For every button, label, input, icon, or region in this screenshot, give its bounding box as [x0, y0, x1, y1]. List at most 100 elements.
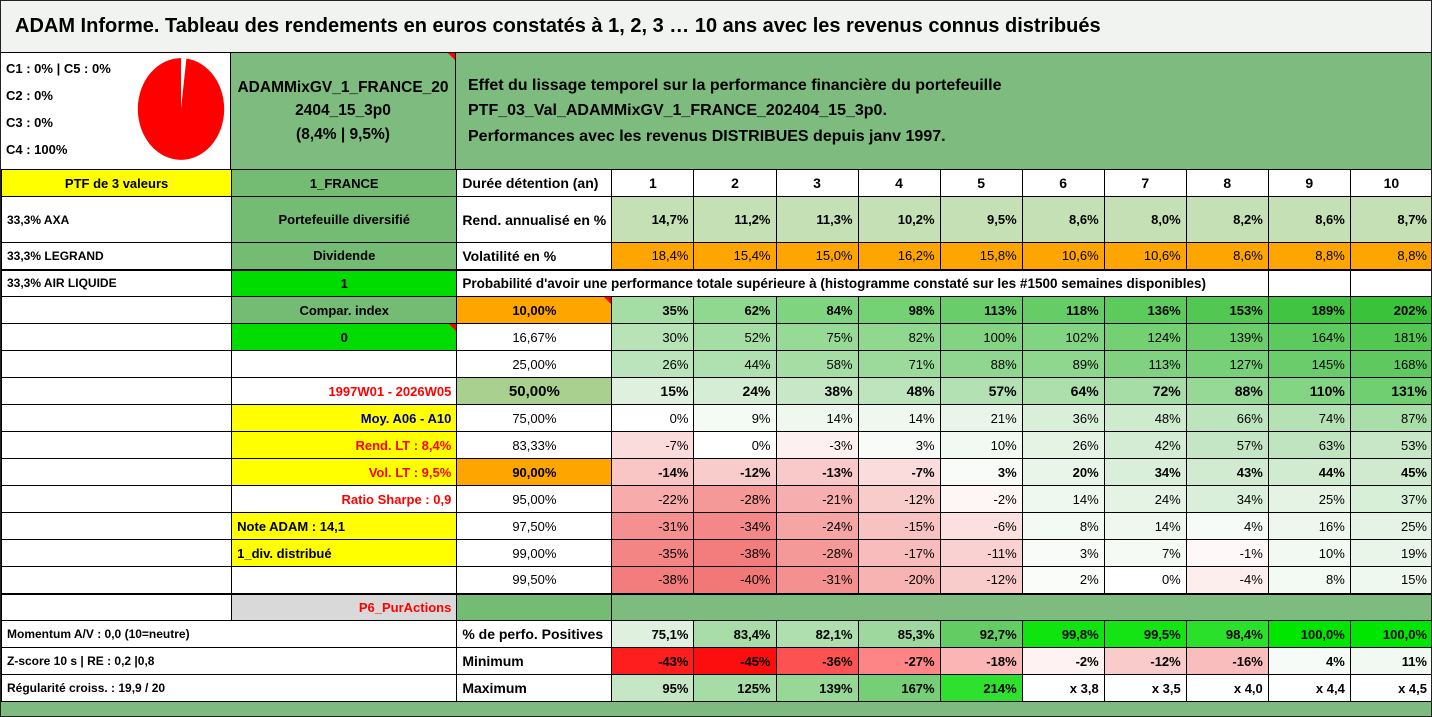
value-cell[interactable]: 8,2%	[1185, 196, 1269, 243]
value-cell[interactable]: 71%	[857, 350, 941, 378]
value-cell[interactable]: 57%	[1185, 431, 1269, 459]
value-cell[interactable]: 189%	[1267, 296, 1351, 324]
value-cell[interactable]: 18,4%	[611, 242, 695, 271]
value-cell[interactable]: -2%	[1021, 647, 1105, 675]
value-cell[interactable]: 48%	[857, 377, 941, 405]
value-cell[interactable]: 11,2%	[693, 196, 777, 243]
label-cell[interactable]: 1997W01 - 2026W05	[231, 377, 458, 405]
value-cell[interactable]: -16%	[1185, 647, 1269, 675]
value-cell[interactable]: 139%	[775, 674, 859, 702]
value-cell[interactable]: -24%	[775, 512, 859, 540]
value-cell[interactable]: 20%	[1021, 458, 1105, 486]
value-cell[interactable]: 153%	[1185, 296, 1269, 324]
value-cell[interactable]: 100,0%	[1349, 620, 1431, 648]
value-cell[interactable]: 125%	[693, 674, 777, 702]
value-cell[interactable]: 82%	[857, 323, 941, 351]
value-cell[interactable]: -7%	[611, 431, 695, 459]
value-cell[interactable]: 15%	[1349, 566, 1431, 595]
value-cell[interactable]: -40%	[693, 566, 777, 595]
value-cell[interactable]: -1%	[1185, 539, 1269, 567]
value-cell[interactable]: -31%	[775, 566, 859, 595]
label-cell[interactable]: 95%	[611, 674, 695, 702]
value-cell[interactable]: 83,4%	[693, 620, 777, 648]
label-cell[interactable]: Volatilité en %	[456, 242, 613, 271]
header-cell[interactable]: 8	[1185, 169, 1269, 197]
value-cell[interactable]	[1349, 269, 1431, 297]
header-cell[interactable]: 1_FRANCE	[231, 169, 458, 197]
value-cell[interactable]: 14%	[1103, 512, 1187, 540]
header-cell[interactable]: PTF de 3 valeurs	[1, 169, 233, 197]
value-cell[interactable]: -6%	[939, 512, 1023, 540]
label-cell[interactable]	[1, 485, 233, 513]
header-cell[interactable]: 7	[1103, 169, 1187, 197]
label-cell[interactable]: Momentum A/V : 0,0 (10=neutre)	[1, 620, 458, 648]
value-cell[interactable]: 131%	[1349, 377, 1431, 405]
value-cell[interactable]: 0%	[611, 404, 695, 432]
label-cell[interactable]	[1, 431, 233, 459]
label-cell[interactable]: 99,50%	[456, 566, 613, 595]
value-cell[interactable]: 52%	[693, 323, 777, 351]
value-cell[interactable]: 62%	[693, 296, 777, 324]
value-cell[interactable]: x 3,5	[1103, 674, 1187, 702]
value-cell[interactable]	[1267, 269, 1351, 297]
value-cell[interactable]: -36%	[775, 647, 859, 675]
value-cell[interactable]: 127%	[1185, 350, 1269, 378]
value-cell[interactable]: -2%	[939, 485, 1023, 513]
label-cell[interactable]: 99,00%	[456, 539, 613, 567]
value-cell[interactable]: 8,7%	[1349, 196, 1431, 243]
value-cell[interactable]: -35%	[611, 539, 695, 567]
label-cell[interactable]	[1, 296, 233, 324]
label-cell[interactable]: Note ADAM : 14,1	[231, 512, 458, 540]
label-cell[interactable]	[231, 566, 458, 595]
header-cell[interactable]: 5	[939, 169, 1023, 197]
value-cell[interactable]: 14%	[775, 404, 859, 432]
value-cell[interactable]: 99,8%	[1021, 620, 1105, 648]
value-cell[interactable]: 35%	[611, 296, 695, 324]
value-cell[interactable]: 8,6%	[1021, 196, 1105, 243]
value-cell[interactable]: 3%	[857, 431, 941, 459]
label-cell[interactable]	[1, 566, 233, 595]
value-cell[interactable]: -31%	[611, 512, 695, 540]
header-cell[interactable]: Durée détention (an)	[456, 169, 613, 197]
label-cell[interactable]: 25,00%	[456, 350, 613, 378]
value-cell[interactable]: 4%	[1267, 647, 1351, 675]
label-cell[interactable]: Vol. LT : 9,5%	[231, 458, 458, 486]
label-cell[interactable]: 83,33%	[456, 431, 613, 459]
value-cell[interactable]: 8,8%	[1349, 242, 1431, 271]
value-cell[interactable]: 10%	[1267, 539, 1351, 567]
label-cell[interactable]: 1	[231, 269, 458, 297]
value-cell[interactable]: 37%	[1349, 485, 1431, 513]
value-cell[interactable]: 57%	[939, 377, 1023, 405]
value-cell[interactable]: -38%	[693, 539, 777, 567]
value-cell[interactable]: 64%	[1021, 377, 1105, 405]
value-cell[interactable]: 11%	[1349, 647, 1431, 675]
value-cell[interactable]: 8%	[1267, 566, 1351, 595]
value-cell[interactable]: 19%	[1349, 539, 1431, 567]
value-cell[interactable]: 14,7%	[611, 196, 695, 243]
label-cell[interactable]: 33,3% AIR LIQUIDE	[1, 269, 233, 297]
label-cell[interactable]: Probabilité d'avoir une performance tota…	[456, 269, 1269, 297]
value-cell[interactable]: -20%	[857, 566, 941, 595]
value-cell[interactable]: 136%	[1103, 296, 1187, 324]
value-cell[interactable]: 43%	[1185, 458, 1269, 486]
label-cell[interactable]: 0	[231, 323, 458, 351]
value-cell[interactable]: -27%	[857, 647, 941, 675]
value-cell[interactable]: x 4,0	[1185, 674, 1269, 702]
value-cell[interactable]: -7%	[857, 458, 941, 486]
value-cell[interactable]: 74%	[1267, 404, 1351, 432]
header-cell[interactable]: 1	[611, 169, 695, 197]
value-cell[interactable]: -28%	[775, 539, 859, 567]
value-cell[interactable]: 102%	[1021, 323, 1105, 351]
value-cell[interactable]: -13%	[775, 458, 859, 486]
value-cell[interactable]: 110%	[1267, 377, 1351, 405]
label-cell[interactable]: P6_PurActions	[231, 593, 458, 621]
value-cell[interactable]: -17%	[857, 539, 941, 567]
value-cell[interactable]: -21%	[775, 485, 859, 513]
label-cell[interactable]: 97,50%	[456, 512, 613, 540]
value-cell[interactable]: 75%	[775, 323, 859, 351]
value-cell[interactable]: 8,0%	[1103, 196, 1187, 243]
value-cell[interactable]: x 4,5	[1349, 674, 1431, 702]
value-cell[interactable]: 10,2%	[857, 196, 941, 243]
value-cell[interactable]: 38%	[775, 377, 859, 405]
value-cell[interactable]: 92,7%	[939, 620, 1023, 648]
